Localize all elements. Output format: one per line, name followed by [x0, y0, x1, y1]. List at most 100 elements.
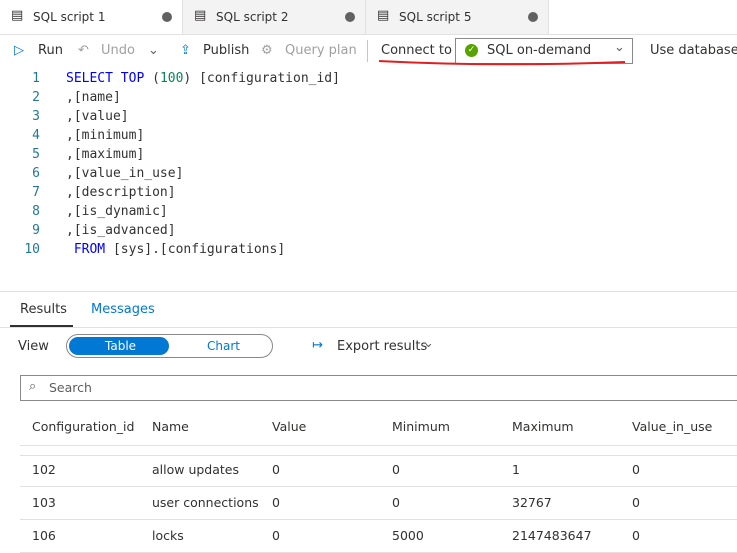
code-token: configurations: [167, 242, 278, 257]
table-cell: 0: [392, 495, 400, 510]
view-toggle: Table Chart: [66, 334, 273, 358]
line-number: 1: [32, 71, 40, 86]
query-plan-icon: ⚙: [261, 43, 273, 58]
tab-icon: ▤: [11, 8, 24, 23]
table-option[interactable]: Table: [105, 339, 137, 353]
table-cell: 5000: [392, 528, 424, 543]
column-header[interactable]: Configuration_id: [32, 419, 135, 434]
table-cell: 0: [632, 495, 640, 510]
column-header[interactable]: Name: [152, 419, 189, 434]
table-cell: 103: [32, 495, 56, 510]
table-cell: user connections: [152, 495, 259, 510]
code-token: ,[is_advanced]: [66, 223, 176, 238]
table-cell: 2147483647: [512, 528, 592, 543]
table-cell: 0: [272, 495, 280, 510]
export-chevron[interactable]: ⌄: [423, 336, 434, 351]
column-header[interactable]: Value_in_use: [632, 419, 713, 434]
divider: [0, 327, 737, 328]
unsaved-dot: [162, 12, 172, 22]
publish-icon[interactable]: ⇪: [180, 43, 191, 58]
line-number: 5: [32, 147, 40, 162]
connect-label: Connect to: [381, 43, 452, 58]
table-cell: 1: [512, 462, 520, 477]
messages-tab[interactable]: Messages: [91, 302, 155, 317]
run-icon[interactable]: ▷: [14, 43, 24, 58]
table-cell: 0: [272, 462, 280, 477]
code-token: ]: [277, 242, 286, 257]
code-line: ,[value_in_use]: [66, 166, 183, 181]
code-token: ,[minimum]: [66, 128, 145, 143]
code-token: FROM: [66, 242, 106, 257]
tab[interactable]: ▤ SQL script 1: [0, 0, 183, 34]
toggle-active: [69, 337, 169, 355]
column-header[interactable]: Minimum: [392, 419, 450, 434]
line-number: 2: [32, 90, 40, 105]
search-box[interactable]: ⌕ Search: [20, 375, 737, 401]
search-placeholder: Search: [49, 380, 92, 395]
row-divider: [20, 486, 737, 487]
active-tab-underline: [10, 325, 73, 327]
query-plan-button: Query plan: [285, 43, 357, 58]
code-token: ,[maximum]: [66, 147, 145, 162]
separator: [367, 40, 368, 62]
code-token: 100: [159, 71, 184, 86]
line-number: 10: [24, 242, 40, 257]
export-button[interactable]: Export results: [337, 339, 428, 354]
tab[interactable]: ▤ SQL script 5: [366, 0, 549, 34]
results-tab[interactable]: Results: [20, 302, 67, 317]
tab-title: SQL script 1: [33, 10, 106, 24]
divider: [0, 34, 737, 35]
code-line: ,[is_advanced]: [66, 223, 176, 238]
view-label: View: [18, 339, 49, 354]
table-cell: 0: [632, 528, 640, 543]
undo-icon: ↶: [78, 43, 89, 58]
divider: [0, 291, 737, 292]
table-cell: locks: [152, 528, 184, 543]
line-number: 4: [32, 128, 40, 143]
tab-title: SQL script 5: [399, 10, 472, 24]
chart-option[interactable]: Chart: [207, 339, 240, 353]
tab-icon: ▤: [194, 8, 207, 23]
column-header[interactable]: Value: [272, 419, 307, 434]
code-line: FROM [sys].[configurations]: [66, 242, 285, 257]
run-button[interactable]: Run: [38, 43, 63, 58]
export-icon[interactable]: ↦: [312, 338, 323, 353]
code-line: ,[maximum]: [66, 147, 144, 162]
code-token: ,[value]: [66, 109, 129, 124]
tab-icon: ▤: [377, 8, 390, 23]
row-divider: [20, 519, 737, 520]
use-database-label: Use database: [650, 43, 737, 58]
code-token: ) [configuration_id]: [183, 71, 340, 86]
divider: [20, 455, 737, 456]
code-token: (: [144, 71, 160, 86]
table-cell: 106: [32, 528, 56, 543]
code-token: ,[name]: [66, 90, 121, 105]
code-token: ,[description]: [66, 185, 176, 200]
code-token: SELECT TOP: [66, 71, 145, 86]
table-cell: 0: [392, 462, 400, 477]
publish-button[interactable]: Publish: [203, 43, 250, 58]
code-line: ,[is_dynamic]: [66, 204, 168, 219]
code-line: ,[name]: [66, 90, 121, 105]
code-line: ,[description]: [66, 185, 176, 200]
line-number: 3: [32, 109, 40, 124]
chevron[interactable]: ⌄: [148, 43, 159, 58]
table-cell: 32767: [512, 495, 552, 510]
tab-title: SQL script 2: [216, 10, 289, 24]
code-line: SELECT TOP (100) [configuration_id]: [66, 71, 340, 86]
red-underline: [378, 60, 626, 66]
search-icon: ⌕: [29, 379, 37, 394]
unsaved-dot: [528, 12, 538, 22]
table-cell: 0: [272, 528, 280, 543]
table-cell: allow updates: [152, 462, 240, 477]
unsaved-dot: [345, 12, 355, 22]
column-header[interactable]: Maximum: [512, 419, 574, 434]
code-line: ,[value]: [66, 109, 129, 124]
dropdown-chevron: ⌄: [614, 40, 625, 55]
status-icon: ✓: [465, 44, 478, 57]
code-token: ,[value_in_use]: [66, 166, 184, 181]
tab[interactable]: ▤ SQL script 2: [183, 0, 366, 34]
code-line: ,[minimum]: [66, 128, 144, 143]
divider: [20, 445, 737, 446]
